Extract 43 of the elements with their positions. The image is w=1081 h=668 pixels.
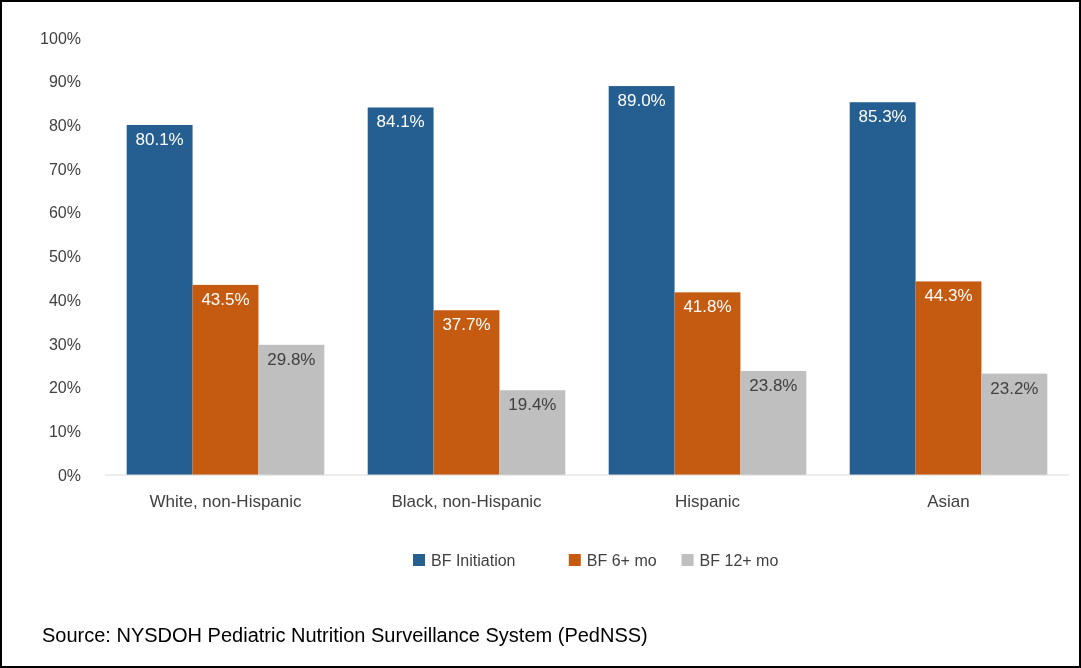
bar <box>849 102 916 475</box>
y-tick-label: 30% <box>48 335 81 353</box>
bar <box>740 370 807 475</box>
x-tick-label: White, non-Hispanic <box>149 492 303 511</box>
data-label: 23.2% <box>990 378 1039 398</box>
y-tick-label: 100% <box>40 29 81 47</box>
data-label: 44.3% <box>924 286 973 306</box>
x-tick-label: Black, non-Hispanic <box>391 492 543 511</box>
legend-label: BF 12+ mo <box>699 551 779 569</box>
data-label: 23.8% <box>749 375 798 395</box>
y-tick-label: 0% <box>57 466 81 484</box>
x-tick-label: Asian <box>927 492 970 511</box>
bar <box>674 292 741 475</box>
y-tick-label: 80% <box>48 117 81 134</box>
y-tick-label: 90% <box>48 73 81 91</box>
y-tick-label: 10% <box>48 422 81 440</box>
legend-label: BF 6+ mo <box>586 551 657 569</box>
data-label: 29.8% <box>267 349 316 369</box>
data-label: 19.4% <box>508 395 557 415</box>
bar <box>608 86 675 475</box>
y-tick-label: 40% <box>48 291 81 309</box>
bar <box>126 124 193 475</box>
y-tick-label: 50% <box>48 248 81 266</box>
y-tick-label: 60% <box>48 204 81 222</box>
source-note: Source: NYSDOH Pediatric Nutrition Surveillance System (PedNSS) <box>42 624 648 646</box>
bar <box>258 344 325 475</box>
data-label: 84.1% <box>376 112 425 132</box>
data-label: 37.7% <box>442 315 491 335</box>
bar <box>192 284 259 475</box>
data-label: 43.5% <box>201 289 250 309</box>
bar <box>981 373 1048 475</box>
legend-label: BF Initiation <box>431 551 516 569</box>
y-tick-label: 70% <box>48 160 81 178</box>
bar <box>915 281 982 475</box>
data-label: 80.1% <box>135 129 184 149</box>
x-tick-label: Hispanic <box>674 492 741 511</box>
bar <box>433 310 500 475</box>
y-tick-label: 20% <box>48 379 81 397</box>
bar <box>367 107 434 475</box>
data-label: 85.3% <box>858 107 907 127</box>
data-label: 41.8% <box>683 297 732 317</box>
data-label: 89.0% <box>617 91 666 111</box>
bar <box>499 390 566 475</box>
